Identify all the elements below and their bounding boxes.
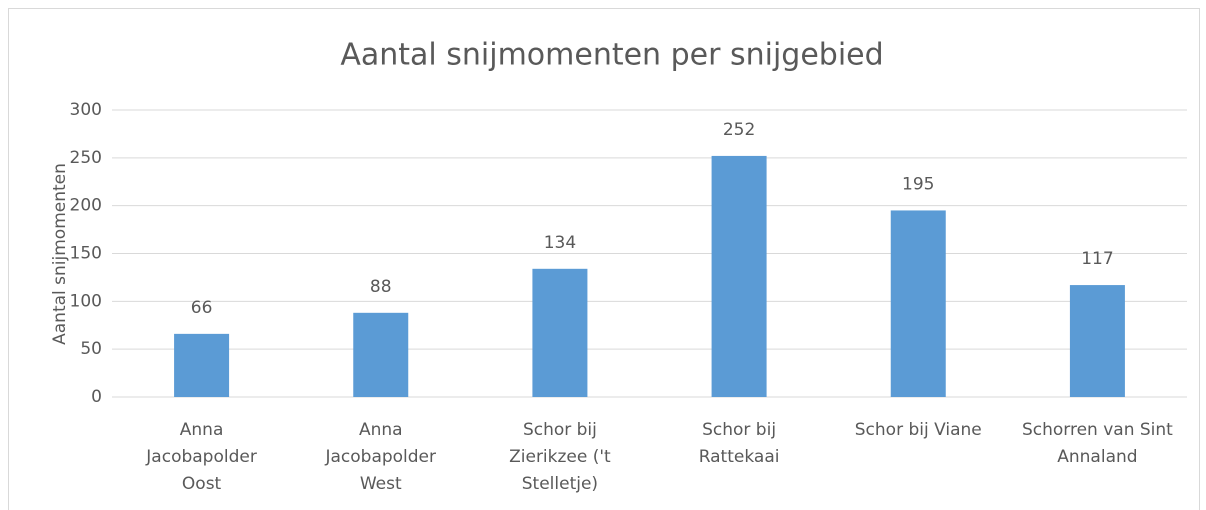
y-tick-label: 300 [70, 100, 102, 120]
x-tick-label: Schor bij [702, 420, 776, 440]
x-tick-label: Schor bij [523, 420, 597, 440]
bar [1069, 285, 1125, 397]
x-tick-label: Stelletje) [522, 474, 598, 494]
y-tick-label: 0 [91, 387, 102, 407]
bar [532, 268, 588, 397]
x-tick-label: West [360, 474, 402, 494]
x-tick-label: Jacobapolder [145, 447, 257, 467]
bar [353, 312, 409, 397]
chart-title: Aantal snijmomenten per snijgebied [340, 38, 883, 73]
x-tick-label: Schorren van Sint [1022, 420, 1173, 440]
data-label: 117 [1081, 249, 1113, 269]
chart-frame [8, 8, 1200, 510]
data-label: 134 [544, 233, 576, 253]
data-label: 195 [902, 174, 934, 194]
y-tick-label: 250 [70, 148, 102, 168]
y-tick-label: 200 [70, 196, 102, 216]
x-tick-label: Annaland [1057, 447, 1137, 467]
x-tick-label: Rattekaai [699, 447, 780, 467]
data-label: 252 [723, 120, 755, 140]
y-axis-label: Aantal snijmomenten [50, 163, 70, 345]
x-tick-label: Zierikzee ('t [509, 447, 611, 467]
bar [711, 155, 767, 397]
x-tick-label: Anna [359, 420, 403, 440]
y-tick-label: 100 [70, 291, 102, 311]
x-tick-label: Jacobapolder [324, 447, 436, 467]
x-tick-label: Oost [182, 474, 222, 494]
y-tick-label: 150 [70, 244, 102, 264]
bar [174, 333, 230, 397]
data-label: 66 [191, 298, 213, 318]
y-tick-label: 50 [80, 339, 102, 359]
data-label: 88 [370, 277, 392, 297]
bar [890, 210, 946, 397]
x-tick-label: Schor bij Viane [855, 420, 982, 440]
x-tick-label: Anna [180, 420, 224, 440]
